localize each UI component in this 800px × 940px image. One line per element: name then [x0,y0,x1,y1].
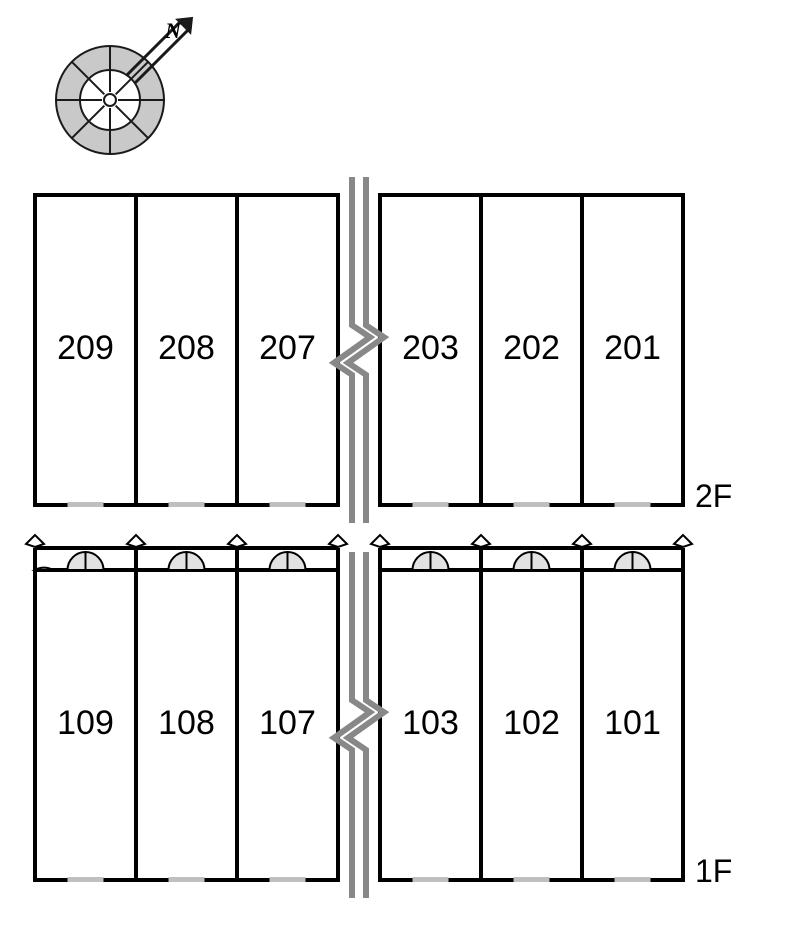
unit-label-203: 203 [402,329,459,367]
unit-label-207: 207 [259,329,316,367]
floor-label-1F: 1F [695,853,732,889]
unit-label-109: 109 [57,704,114,742]
compass-icon: N [56,17,193,154]
unit-label-209: 209 [57,329,114,367]
unit-label-208: 208 [158,329,215,367]
unit-label-201: 201 [604,329,661,367]
floor-label-2F: 2F [695,478,732,514]
floor-2F: 209 208 207 203 202 201 2F [35,177,732,523]
unit-label-108: 108 [158,704,215,742]
compass-north-label: N [164,18,182,43]
unit-label-103: 103 [402,704,459,742]
floor-1F: 109 108 107 103 102 101 1F [26,535,732,898]
unit-label-102: 102 [503,704,560,742]
unit-label-101: 101 [604,704,661,742]
unit-label-107: 107 [259,704,316,742]
unit-label-202: 202 [503,329,560,367]
